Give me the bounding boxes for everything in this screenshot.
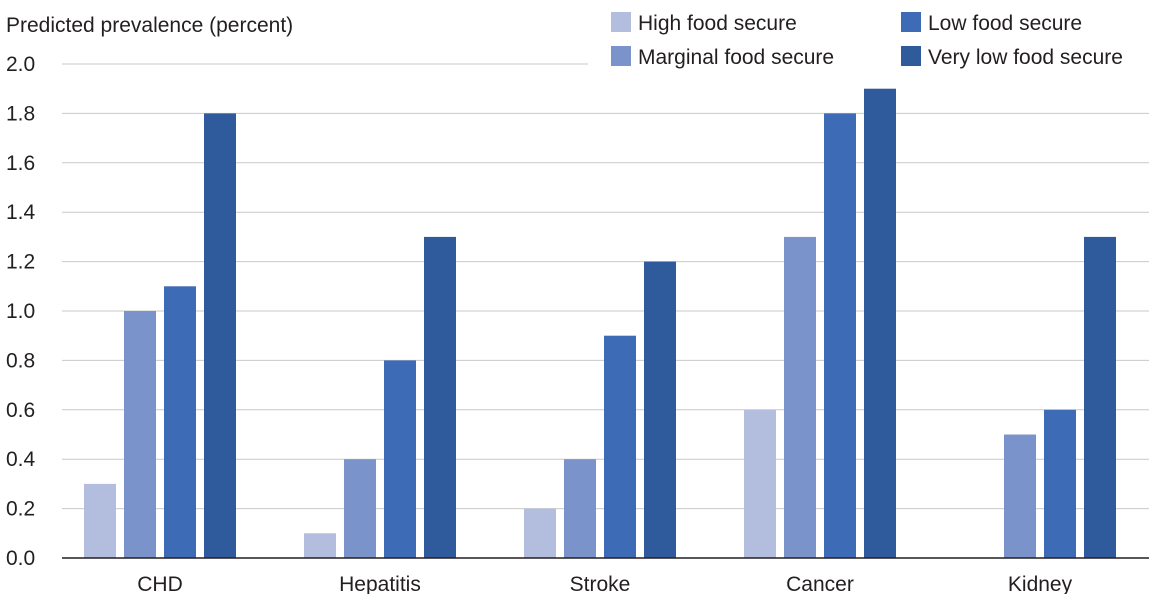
legend-label: High food secure <box>638 12 797 35</box>
legend-item: High food secure <box>611 12 797 35</box>
legend-label: Marginal food secure <box>638 46 834 69</box>
x-tick-label: Cancer <box>786 573 854 594</box>
x-tick-label: Stroke <box>570 573 631 594</box>
gridlines <box>62 63 1149 510</box>
legend-item: Very low food secure <box>901 46 1123 69</box>
bar <box>864 88 896 558</box>
bar <box>524 508 556 558</box>
bar <box>604 335 636 558</box>
bar <box>564 459 596 558</box>
legend-label: Low food secure <box>928 12 1082 35</box>
y-tick-label: 0.4 <box>6 448 36 471</box>
legend-swatch <box>611 46 631 66</box>
y-tick-label: 0.6 <box>6 399 35 422</box>
bar <box>84 483 116 558</box>
bar <box>384 360 416 558</box>
bars <box>84 88 1116 559</box>
bar <box>644 261 676 558</box>
y-tick-label: 1.0 <box>6 300 35 323</box>
legend-swatch <box>611 12 631 32</box>
y-tick-label: 1.2 <box>6 251 35 274</box>
y-tick-label: 1.6 <box>6 152 35 175</box>
legend-label: Very low food secure <box>928 46 1123 69</box>
bar <box>304 533 336 558</box>
legend-swatch <box>901 46 921 66</box>
bar <box>204 113 236 559</box>
bar <box>344 459 376 558</box>
x-tick-labels: CHD Hepatitis Stroke Cancer Kidney <box>137 573 1072 594</box>
bar <box>1044 409 1076 558</box>
bar <box>824 113 856 559</box>
bar <box>124 311 156 558</box>
y-tick-label: 1.8 <box>6 102 35 125</box>
bar <box>164 286 196 558</box>
bar <box>1004 434 1036 558</box>
bar <box>744 409 776 558</box>
legend: High food secure Marginal food secure Low … <box>611 12 1123 69</box>
bar <box>784 236 816 558</box>
y-axis-label: Predicted prevalence (percent) <box>6 14 293 37</box>
x-tick-label: Hepatitis <box>339 573 421 594</box>
bar <box>424 236 456 558</box>
bar <box>1084 236 1116 558</box>
legend-item: Marginal food secure <box>611 46 834 69</box>
x-tick-label: CHD <box>137 573 183 594</box>
y-tick-label: 0.2 <box>6 498 35 521</box>
y-tick-label: 1.4 <box>6 201 36 224</box>
y-tick-labels: 0.0 0.2 0.4 0.6 0.8 1.0 1.2 1.4 1.6 1.8 2.0 <box>6 53 36 570</box>
x-tick-label: Kidney <box>1008 573 1073 594</box>
y-tick-label: 0.0 <box>6 547 35 570</box>
legend-swatch <box>901 12 921 32</box>
y-tick-label: 2.0 <box>6 53 35 76</box>
y-tick-label: 0.8 <box>6 349 35 372</box>
legend-item: Low food secure <box>901 12 1082 35</box>
